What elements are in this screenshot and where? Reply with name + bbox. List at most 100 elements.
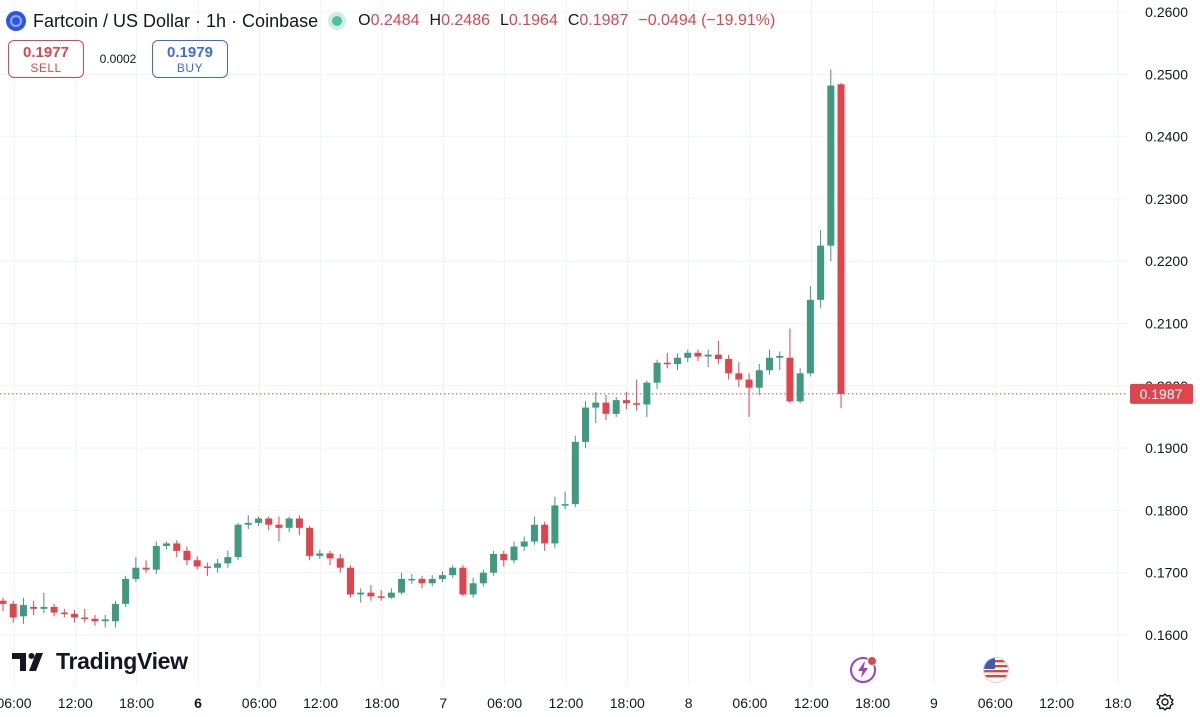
y-tick-label: 0.2100 (1145, 316, 1188, 332)
candle-body (60, 612, 68, 615)
candle (500, 550, 508, 567)
candle (193, 556, 201, 570)
candlestick-series (0, 69, 845, 628)
open-label: O (358, 12, 371, 29)
candle-body (81, 617, 89, 620)
candle (203, 562, 211, 576)
candle-body (612, 400, 620, 414)
candle (19, 597, 27, 624)
candle (827, 69, 835, 262)
candle-body (428, 578, 436, 584)
ohlc-values: O 0.2484 H 0.2486 L 0.1964 C 0.1987 −0.0494 … (358, 12, 775, 30)
candle-body (622, 400, 630, 404)
candle-body (837, 84, 845, 394)
sell-price: 0.1977 (23, 43, 69, 61)
candle-body (40, 606, 48, 609)
candle-body (592, 402, 600, 408)
candle (449, 565, 457, 578)
candle (776, 351, 784, 371)
candle-body (357, 592, 365, 595)
candle-body (408, 578, 416, 581)
candle-body (173, 543, 181, 551)
candle-body (520, 541, 528, 547)
earnings-flash-icon[interactable] (850, 656, 877, 683)
candle (101, 615, 109, 628)
low-value: 0.1964 (508, 12, 558, 29)
candle (163, 541, 171, 550)
candle-body (571, 441, 579, 505)
candle-body (500, 554, 508, 561)
chart-grid (0, 0, 1128, 685)
y-tick-label: 0.2500 (1145, 66, 1188, 82)
candle-body (653, 362, 661, 383)
candle (530, 516, 538, 545)
candle-body (163, 543, 171, 546)
spread-value: 0.0002 (99, 52, 137, 66)
tradingview-logo[interactable]: TradingView (12, 648, 188, 675)
candle-body (479, 572, 487, 584)
candle-body (551, 505, 559, 544)
candle-body (561, 504, 569, 506)
sell-label: SELL (30, 60, 62, 75)
candle-body (694, 352, 702, 357)
candle-body (786, 357, 794, 402)
x-tick-label: 18:0 (1104, 695, 1131, 711)
candle (510, 541, 518, 564)
candle-body (602, 402, 610, 414)
candle (377, 590, 385, 601)
candle (142, 560, 150, 573)
candle (571, 435, 579, 508)
close-value: 0.1987 (579, 12, 629, 29)
candle (152, 541, 160, 574)
candle-body (725, 359, 733, 374)
candle (633, 379, 641, 411)
candle-body (796, 373, 804, 402)
candle (602, 395, 610, 421)
candle (786, 328, 794, 404)
price-axis: 0.16000.17000.18000.19000.20000.21000.22… (1145, 4, 1188, 643)
candle-body (91, 618, 99, 622)
candle (817, 230, 825, 308)
candle-body (827, 85, 835, 246)
candle-body (755, 370, 763, 388)
candle-body (203, 566, 211, 568)
x-tick-label: 18:00 (610, 695, 645, 711)
candle-body (265, 518, 273, 525)
buy-button[interactable]: 0.1979 BUY (152, 40, 228, 78)
candle-body (582, 407, 590, 442)
trade-panel: 0.1977 SELL 0.0002 0.1979 BUY (8, 40, 228, 78)
gear-icon[interactable] (1155, 692, 1175, 712)
candle-body (490, 554, 498, 573)
symbol-title[interactable]: Fartcoin / US Dollar · 1h · Coinbase (33, 10, 319, 31)
x-tick-label: 06:00 (732, 695, 767, 711)
x-tick-label: 06:00 (978, 695, 1013, 711)
y-tick-label: 0.1700 (1145, 565, 1188, 581)
candle (295, 515, 303, 536)
candle (766, 349, 773, 375)
candle-body (224, 557, 232, 564)
candle-body (9, 603, 17, 618)
candle-body (735, 373, 743, 380)
candle (704, 349, 712, 368)
candle (244, 515, 252, 530)
candle (183, 546, 191, 566)
market-open-dot-icon (328, 12, 347, 30)
us-flag-event-icon[interactable] (983, 657, 1009, 683)
candle (30, 600, 38, 616)
candle-body (510, 546, 518, 561)
candle-body (326, 553, 334, 559)
time-axis: 06:00 12:00 18:00 6 06:00 12:00 18:00 7 06:00 12:… (0, 695, 1132, 711)
candle (81, 608, 89, 623)
x-tick-label: 12:00 (548, 695, 583, 711)
sell-button[interactable]: 0.1977 SELL (8, 40, 84, 78)
candle (357, 588, 365, 603)
candle-body (704, 354, 712, 357)
candle-body (285, 518, 293, 528)
candle (91, 615, 99, 626)
candle (326, 550, 334, 566)
candle-body (438, 575, 446, 579)
candle (459, 565, 467, 597)
candle (663, 352, 671, 369)
candle-body (766, 357, 773, 371)
